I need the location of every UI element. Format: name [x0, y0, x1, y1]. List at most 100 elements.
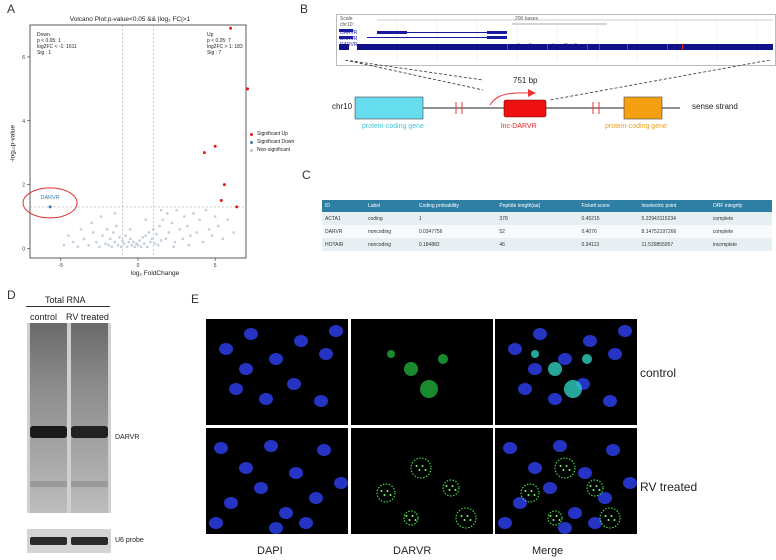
green-signal	[531, 350, 539, 358]
data-point	[130, 243, 134, 247]
nucleus	[289, 467, 303, 479]
data-point	[213, 215, 217, 218]
data-point	[167, 231, 171, 234]
data-point	[144, 234, 148, 237]
data-point	[116, 243, 120, 247]
darvr-highlight-ellipse	[22, 187, 78, 219]
panel-letter-b: B	[300, 2, 309, 16]
data-point	[71, 240, 75, 244]
green-speck	[607, 519, 610, 521]
data-point	[150, 237, 154, 241]
data-point	[229, 26, 233, 30]
nucleus	[608, 348, 622, 360]
data-point	[79, 227, 83, 231]
green-signal	[404, 362, 418, 376]
nucleus	[528, 363, 542, 375]
data-point	[204, 208, 208, 212]
row-label-treated: RV treated	[640, 480, 698, 494]
volcano-xlabel: log₂ FoldChange	[130, 270, 180, 277]
data-point	[170, 221, 174, 225]
data-point	[132, 240, 135, 244]
data-point	[108, 237, 112, 241]
data-point	[213, 144, 217, 148]
nucleus	[229, 383, 243, 395]
panel-letter-d: D	[7, 288, 16, 302]
table-cell: 8.14752197266	[638, 225, 710, 238]
table-header-cell: ORF integrity	[709, 200, 772, 212]
data-point	[195, 231, 198, 234]
data-point	[216, 224, 220, 228]
col-label-darvr: DARVR	[393, 545, 432, 557]
data-point	[98, 245, 101, 249]
table-cell: coding	[364, 212, 416, 225]
green-speck	[568, 469, 571, 471]
volcano-stat-line: Sig : 1	[37, 50, 52, 56]
data-point	[232, 231, 235, 234]
band-control	[30, 426, 67, 438]
green-signal	[599, 507, 621, 529]
data-point	[186, 224, 189, 228]
green-speck	[448, 489, 451, 491]
green-speck	[411, 515, 414, 517]
legend-entry: Non-significant	[250, 146, 294, 154]
table-cell: HOTAIR	[322, 238, 365, 251]
nucleus	[219, 343, 233, 355]
green-speck	[386, 490, 389, 492]
data-point	[166, 212, 169, 215]
data-point	[95, 240, 98, 244]
nucleus	[279, 507, 293, 519]
nucleus	[558, 522, 572, 534]
nucleus	[214, 442, 228, 454]
darvr-annotation: DARVR	[40, 195, 59, 201]
data-point	[159, 208, 163, 212]
nucleus	[239, 363, 253, 375]
data-point	[112, 231, 115, 234]
y-tick-label: 0	[22, 246, 25, 252]
table-cell: 11.539855957	[638, 238, 710, 251]
data-point	[90, 221, 94, 225]
green-speck	[558, 519, 561, 521]
green-speck	[559, 465, 562, 467]
center-gene-label: lnc-DARVR	[501, 123, 537, 130]
table-row: HOTAIR noncoding 0.184882 46 0.34113 11.53985…	[322, 238, 772, 251]
data-point	[136, 243, 140, 247]
nucleus	[533, 328, 547, 340]
y-tick-label: 4	[22, 119, 25, 125]
table-header-cell: Label	[364, 200, 416, 212]
data-point	[153, 242, 157, 245]
data-point	[104, 242, 107, 245]
northern-blot	[27, 323, 111, 513]
nucleus	[269, 522, 283, 534]
data-point	[235, 205, 239, 209]
green-speck	[552, 519, 555, 521]
table-cell: noncoding	[364, 225, 416, 238]
data-point	[221, 237, 225, 241]
legend-marker	[250, 140, 253, 144]
green-speck	[562, 469, 565, 471]
data-point	[113, 212, 117, 215]
green-speck	[380, 490, 383, 492]
green-speck	[565, 465, 568, 467]
y-tick-label: 6	[22, 55, 25, 61]
bp-label: 751 bp	[513, 76, 538, 85]
green-signal	[455, 507, 477, 529]
nucleus	[269, 353, 283, 365]
data-point	[87, 243, 90, 247]
green-signal	[442, 479, 460, 497]
nucleus	[264, 440, 278, 452]
table-header-cell: Fickett score	[578, 200, 639, 212]
data-point	[62, 243, 66, 247]
green-speck	[389, 494, 392, 496]
data-point	[113, 240, 117, 244]
data-point	[147, 231, 151, 234]
volcano-stat-line: log2FC > 1: 183	[207, 44, 243, 50]
green-speck	[408, 519, 411, 521]
green-speck	[418, 469, 421, 471]
table-cell: 5.22943115234	[638, 212, 710, 225]
data-point	[156, 243, 160, 247]
row-label-control: control	[640, 366, 677, 380]
green-speck	[524, 490, 527, 492]
table-cell: DARVR	[322, 225, 365, 238]
blot-header: Total RNA	[45, 295, 86, 305]
data-point	[128, 227, 132, 231]
